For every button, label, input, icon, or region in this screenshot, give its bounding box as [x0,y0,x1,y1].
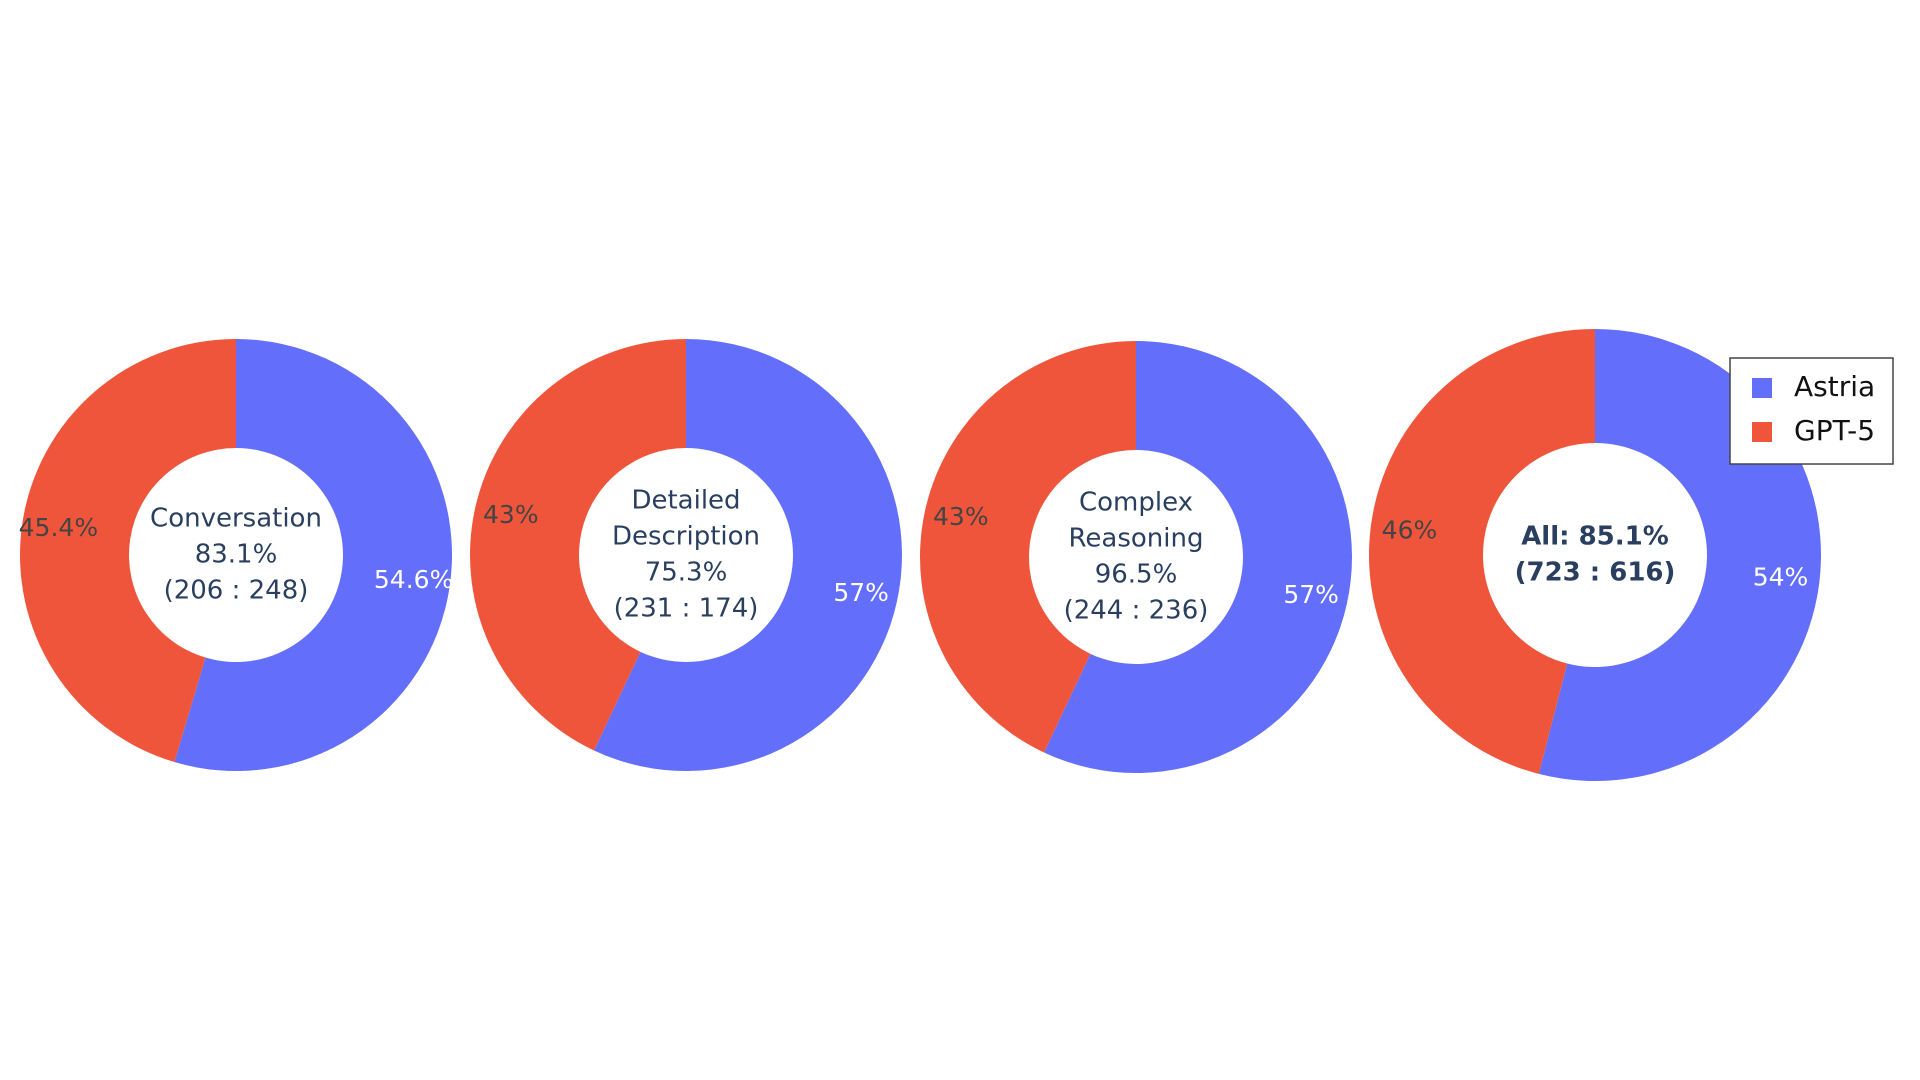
legend-swatch [1752,378,1772,398]
donut-slice [1044,341,1353,773]
value-label: 46% [1382,516,1438,545]
legend-swatch [1752,422,1772,442]
donut-slice [174,339,452,771]
center-label: 75.3% [645,558,728,588]
legend-label: GPT-5 [1794,414,1875,447]
center-label: All: 85.1% [1521,522,1669,552]
value-label: 43% [483,500,539,529]
donut-chart: 57% 43% Complex Reasoning 96.5% (244 : 236) [920,341,1353,773]
donut-slice [920,341,1136,753]
value-label: 45.4% [19,513,98,542]
center-label: 83.1% [195,540,278,570]
donut-chart: 57% 43% Detailed Description 75.3% (231 : 174… [470,339,902,771]
center-label: (231 : 174) [614,594,759,624]
center-label: 96.5% [1095,560,1178,590]
center-label: (723 : 616) [1515,558,1676,588]
donut-slice [594,339,902,771]
donut-slice [470,339,686,751]
legend-label: Astria [1794,370,1875,403]
legend-item[interactable]: GPT-5 [1752,414,1875,447]
value-label: 54% [1753,562,1809,591]
donut-slice [19,339,236,763]
legend[interactable]: Astria GPT-5 [1729,357,1894,465]
value-label: 57% [1283,580,1339,609]
center-label: Complex [1079,488,1193,518]
center-label: Reasoning [1069,524,1204,554]
legend-item[interactable]: Astria [1752,370,1875,403]
center-label: (244 : 236) [1064,596,1209,626]
legend-box [1729,357,1894,465]
center-label: (206 : 248) [164,576,309,606]
value-label: 54.6% [374,565,453,594]
value-label: 43% [933,502,989,531]
center-label: Detailed [631,486,740,516]
donut-chart: 54.6% 45.4% Conversation 83.1% (206 : 248) [19,339,453,771]
value-label: 57% [833,578,889,607]
center-label: Description [612,522,760,552]
donut-slice [1369,329,1595,774]
center-label: Conversation [150,504,322,534]
